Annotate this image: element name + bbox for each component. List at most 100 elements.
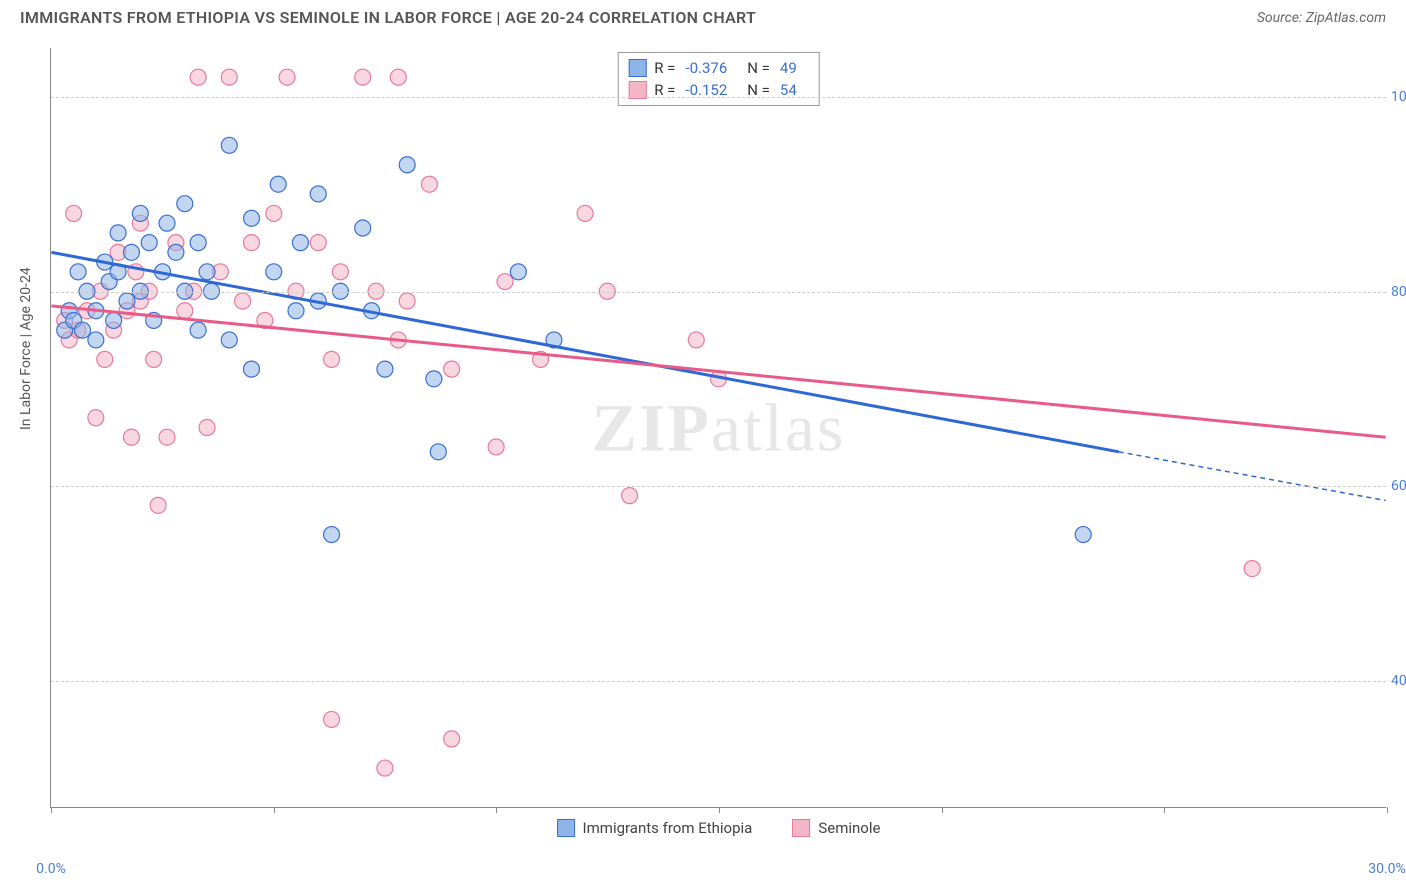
data-point-seminole bbox=[66, 205, 82, 221]
data-point-seminole bbox=[444, 361, 460, 377]
r-label: R = bbox=[654, 59, 675, 77]
y-tick-label: 100.0% bbox=[1391, 89, 1406, 105]
data-point-seminole bbox=[235, 293, 251, 309]
data-point-ethiopia bbox=[132, 205, 148, 221]
data-point-ethiopia bbox=[324, 527, 340, 543]
gridline bbox=[51, 681, 1386, 682]
correlation-legend: R = -0.376 N = 49 R = -0.152 N = 54 bbox=[617, 52, 820, 106]
n-label: N = bbox=[747, 59, 770, 77]
data-point-seminole bbox=[399, 293, 415, 309]
data-point-seminole bbox=[244, 235, 260, 251]
data-point-seminole bbox=[688, 332, 704, 348]
data-point-seminole bbox=[1244, 561, 1260, 577]
x-tick bbox=[51, 807, 52, 813]
data-point-ethiopia bbox=[168, 244, 184, 260]
data-point-ethiopia bbox=[190, 322, 206, 338]
x-tick-label: 30.0% bbox=[1368, 861, 1406, 877]
gridline bbox=[51, 97, 1386, 98]
swatch-ethiopia bbox=[557, 819, 575, 837]
data-point-seminole bbox=[390, 69, 406, 85]
data-point-seminole bbox=[421, 176, 437, 192]
data-point-seminole bbox=[444, 731, 460, 747]
data-point-seminole bbox=[159, 429, 175, 445]
data-point-seminole bbox=[146, 351, 162, 367]
data-point-ethiopia bbox=[141, 235, 157, 251]
data-point-ethiopia bbox=[119, 293, 135, 309]
source-attribution: Source: ZipAtlas.com bbox=[1257, 10, 1386, 26]
chart-title: IMMIGRANTS FROM ETHIOPIA VS SEMINOLE IN … bbox=[20, 8, 756, 27]
data-point-ethiopia bbox=[177, 196, 193, 212]
series-legend: Immigrants from Ethiopia Seminole bbox=[557, 819, 881, 837]
data-point-ethiopia bbox=[292, 235, 308, 251]
legend-item-ethiopia: Immigrants from Ethiopia bbox=[557, 819, 753, 837]
scatter-plot-svg bbox=[51, 48, 1386, 807]
data-point-ethiopia bbox=[190, 235, 206, 251]
y-axis-label: In Labor Force | Age 20-24 bbox=[18, 267, 34, 430]
data-point-seminole bbox=[266, 205, 282, 221]
data-point-ethiopia bbox=[310, 186, 326, 202]
data-point-ethiopia bbox=[1075, 527, 1091, 543]
data-point-ethiopia bbox=[106, 312, 122, 328]
legend-label-seminole: Seminole bbox=[818, 819, 880, 837]
data-point-ethiopia bbox=[221, 137, 237, 153]
data-point-ethiopia bbox=[288, 303, 304, 319]
data-point-ethiopia bbox=[430, 444, 446, 460]
chart-plot-area: ZIPatlas R = -0.376 N = 49 R = -0.152 N … bbox=[50, 48, 1386, 808]
n-value-ethiopia: 49 bbox=[780, 59, 797, 77]
data-point-seminole bbox=[150, 497, 166, 513]
data-point-seminole bbox=[123, 429, 139, 445]
data-point-seminole bbox=[221, 69, 237, 85]
y-tick-label: 40.0% bbox=[1391, 673, 1406, 689]
data-point-seminole bbox=[279, 69, 295, 85]
x-tick bbox=[719, 807, 720, 813]
legend-row-ethiopia: R = -0.376 N = 49 bbox=[628, 57, 809, 79]
gridline bbox=[51, 486, 1386, 487]
swatch-seminole bbox=[792, 819, 810, 837]
data-point-seminole bbox=[577, 205, 593, 221]
data-point-ethiopia bbox=[426, 371, 442, 387]
trend-line-extension-ethiopia bbox=[1119, 452, 1386, 501]
data-point-seminole bbox=[497, 274, 513, 290]
legend-label-ethiopia: Immigrants from Ethiopia bbox=[583, 819, 753, 837]
data-point-seminole bbox=[622, 488, 638, 504]
y-tick-label: 80.0% bbox=[1391, 284, 1406, 300]
legend-item-seminole: Seminole bbox=[792, 819, 880, 837]
data-point-seminole bbox=[324, 711, 340, 727]
data-point-ethiopia bbox=[221, 332, 237, 348]
data-point-ethiopia bbox=[244, 210, 260, 226]
data-point-ethiopia bbox=[75, 322, 91, 338]
x-tick bbox=[274, 807, 275, 813]
x-tick-label: 0.0% bbox=[36, 861, 66, 877]
data-point-ethiopia bbox=[70, 264, 86, 280]
data-point-seminole bbox=[88, 410, 104, 426]
x-tick bbox=[496, 807, 497, 813]
data-point-seminole bbox=[177, 303, 193, 319]
data-point-ethiopia bbox=[123, 244, 139, 260]
data-point-seminole bbox=[199, 420, 215, 436]
data-point-seminole bbox=[190, 69, 206, 85]
data-point-ethiopia bbox=[377, 361, 393, 377]
data-point-seminole bbox=[310, 235, 326, 251]
data-point-ethiopia bbox=[244, 361, 260, 377]
data-point-seminole bbox=[355, 69, 371, 85]
data-point-ethiopia bbox=[88, 332, 104, 348]
gridline bbox=[51, 292, 1386, 293]
x-tick bbox=[1387, 807, 1388, 813]
r-value-ethiopia: -0.376 bbox=[685, 59, 727, 77]
data-point-seminole bbox=[332, 264, 348, 280]
data-point-ethiopia bbox=[355, 220, 371, 236]
data-point-ethiopia bbox=[199, 264, 215, 280]
data-point-ethiopia bbox=[110, 225, 126, 241]
y-tick-label: 60.0% bbox=[1391, 478, 1406, 494]
data-point-ethiopia bbox=[159, 215, 175, 231]
data-point-seminole bbox=[324, 351, 340, 367]
data-point-seminole bbox=[377, 760, 393, 776]
data-point-ethiopia bbox=[510, 264, 526, 280]
x-tick bbox=[1164, 807, 1165, 813]
x-tick bbox=[942, 807, 943, 813]
data-point-ethiopia bbox=[399, 157, 415, 173]
data-point-seminole bbox=[488, 439, 504, 455]
data-point-seminole bbox=[97, 351, 113, 367]
data-point-ethiopia bbox=[270, 176, 286, 192]
swatch-ethiopia bbox=[628, 59, 646, 77]
